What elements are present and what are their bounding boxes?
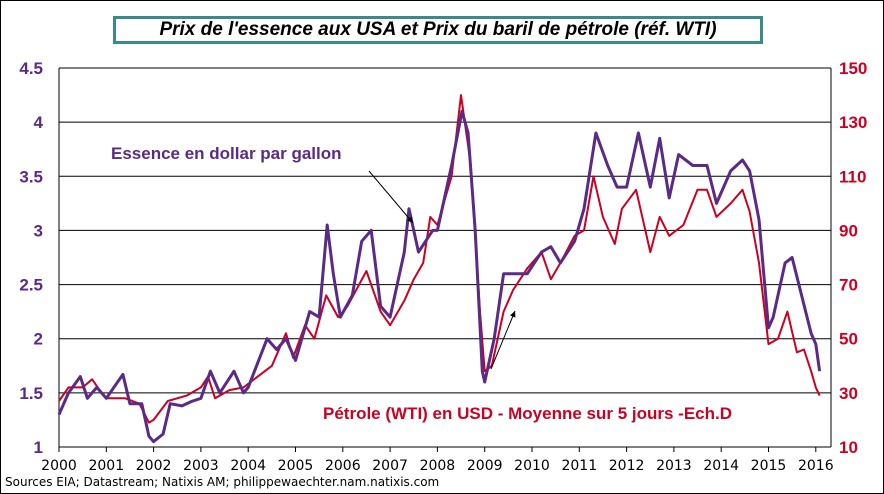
- x-tick-label: 2002: [136, 458, 172, 474]
- x-tick-label: 2010: [514, 458, 550, 474]
- x-tick-label: 2003: [183, 458, 219, 474]
- x-tick-label: 2015: [751, 458, 787, 474]
- x-tick-label: 2004: [230, 458, 266, 474]
- source-note: Sources EIA; Datastream; Natixis AM; phi…: [5, 475, 440, 489]
- left-tick-label: 2: [34, 330, 43, 349]
- x-tick-label: 2006: [325, 458, 361, 474]
- x-tick-label: 2011: [561, 458, 597, 474]
- right-tick-label: 50: [839, 330, 858, 349]
- right-tick-label: 10: [839, 438, 858, 457]
- left-tick-label: 2.5: [19, 276, 43, 295]
- x-tick-label: 2016: [798, 458, 834, 474]
- x-tick-label: 2014: [703, 458, 739, 474]
- right-tick-label: 150: [839, 59, 867, 78]
- x-tick-label: 2012: [609, 458, 645, 474]
- left-tick-label: 3.5: [19, 167, 43, 186]
- right-tick-label: 110: [839, 167, 866, 186]
- x-tick-label: 2005: [278, 458, 314, 474]
- x-tick-label: 2013: [656, 458, 692, 474]
- x-tick-label: 2009: [467, 458, 503, 474]
- right-tick-label: 130: [839, 113, 867, 132]
- x-tick-label: 2000: [41, 458, 77, 474]
- chart-title: Prix de l'essence aux USA et Prix du bar…: [113, 16, 763, 44]
- oil-arrow: [490, 310, 516, 370]
- gasoline-legend-label: Essence en dollar par gallon: [111, 144, 342, 163]
- left-tick-label: 1.5: [19, 384, 43, 403]
- left-tick-label: 3: [34, 221, 43, 240]
- x-tick-label: 2001: [88, 458, 124, 474]
- left-tick-label: 4.5: [19, 59, 43, 78]
- right-tick-label: 30: [839, 384, 858, 403]
- left-tick-label: 4: [34, 113, 44, 132]
- left-tick-label: 1: [34, 438, 43, 457]
- gasoline-arrow: [368, 170, 414, 224]
- x-tick-label: 2007: [372, 458, 408, 474]
- right-tick-label: 90: [839, 221, 858, 240]
- x-tick-label: 2008: [420, 458, 456, 474]
- gasoline-line: [57, 109, 822, 444]
- right-tick-label: 70: [839, 276, 858, 295]
- oil-legend-label: Pétrole (WTI) en USD - Moyenne sur 5 jou…: [323, 404, 732, 423]
